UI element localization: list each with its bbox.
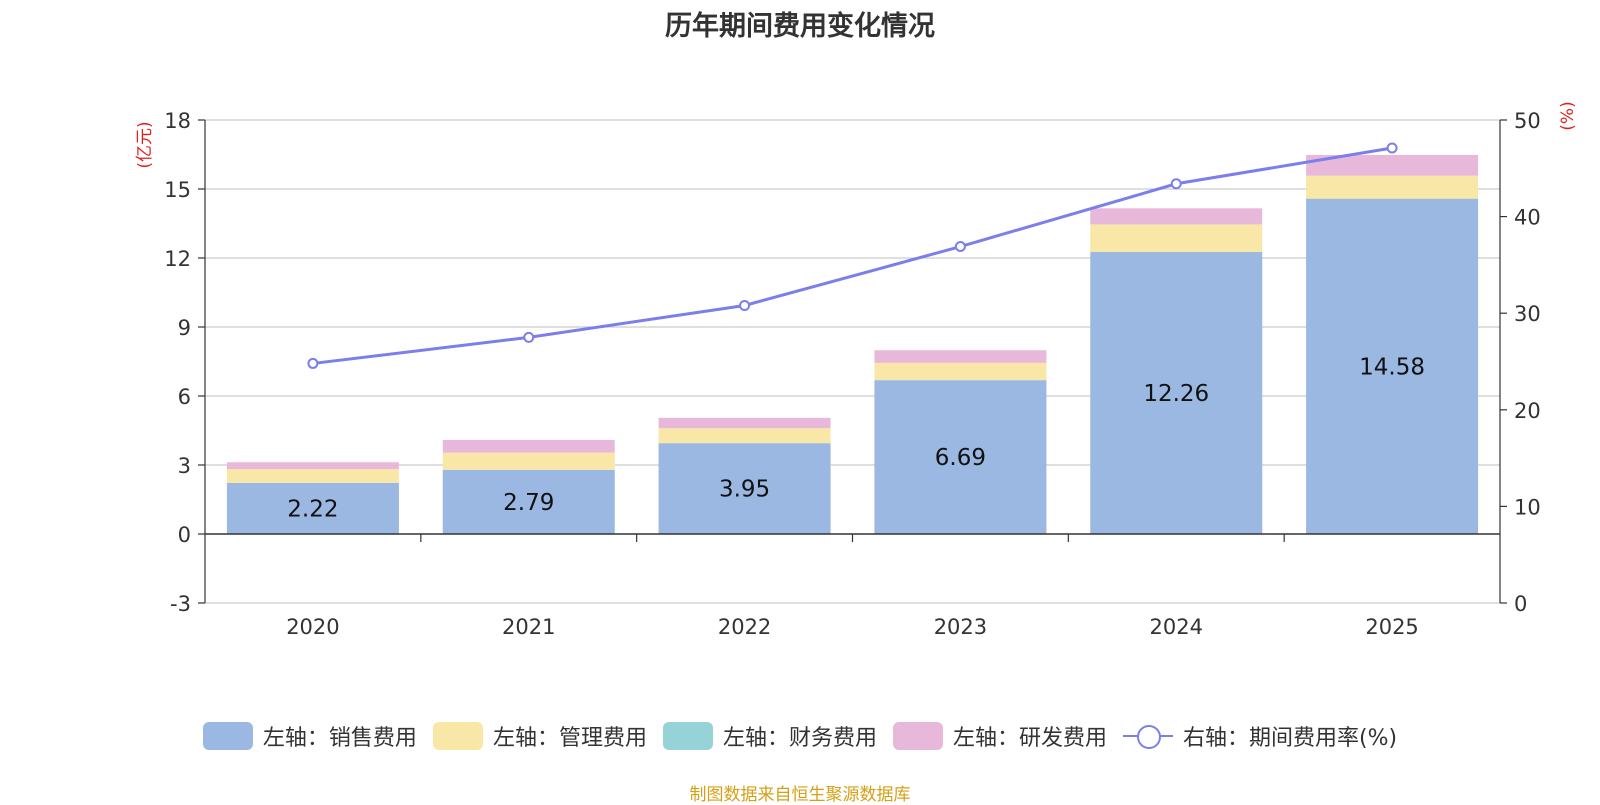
bar-2025-series-1	[1306, 175, 1479, 199]
bar-2024-series-3	[1090, 208, 1263, 225]
right-tick-label-10: 10	[1514, 495, 1541, 519]
bar-2020-series-3	[226, 462, 399, 470]
bar-2023-series-3	[874, 350, 1047, 363]
right-tick-label-40: 40	[1514, 206, 1541, 230]
left-tick-label--3: -3	[170, 592, 191, 616]
right-tick-label-0: 0	[1514, 592, 1527, 616]
left-axis-unit: (亿元)	[135, 121, 155, 168]
bar-2021-series-1	[442, 452, 615, 470]
right-tick-label-30: 30	[1514, 302, 1541, 326]
bar-2024-series-0	[1090, 252, 1263, 534]
source-note: 制图数据来自恒生聚源数据库	[689, 785, 911, 805]
bar-2025-series-0	[1306, 198, 1479, 534]
legend-item-rnd[interactable]: 左轴：研发费用	[892, 720, 1107, 752]
x-tick-label-2024: 2024	[1150, 615, 1203, 639]
legend-label-sales: 左轴：销售费用	[262, 726, 417, 751]
legend-swatch-rnd	[892, 722, 943, 750]
legend-label-admin: 左轴：管理费用	[492, 726, 647, 751]
legend-label-finance: 左轴：财务费用	[722, 726, 877, 751]
x-tick-label-2023: 2023	[934, 615, 987, 639]
left-tick-label-3: 3	[178, 454, 191, 478]
right-axis-unit: (%)	[1558, 101, 1578, 130]
legend-item-finance[interactable]: 左轴：财务费用	[662, 720, 877, 752]
legend-label-rnd: 左轴：研发费用	[952, 726, 1107, 751]
right-tick-label-20: 20	[1514, 399, 1541, 423]
x-tick-label-2021: 2021	[502, 615, 555, 639]
legend-item-sales[interactable]: 左轴：销售费用	[202, 720, 417, 752]
bars	[226, 154, 1479, 534]
left-tick-label-12: 12	[164, 247, 191, 271]
rate-point-2024	[1170, 178, 1182, 190]
gridlines	[205, 119, 1500, 604]
right-tick-label-50: 50	[1514, 109, 1541, 133]
rate-point-2020	[307, 357, 319, 369]
data-labels: 2.22 2.79 3.95 6.69 12.26 14.58	[287, 354, 1425, 522]
legend-swatch-rate	[1122, 722, 1173, 750]
left-tick-label-6: 6	[178, 385, 191, 409]
left-tick-label-0: 0	[178, 523, 191, 547]
bar-2020-series-1	[226, 469, 399, 483]
data-label-2023: 6.69	[935, 445, 986, 471]
bar-2025-series-3	[1306, 154, 1479, 176]
rate-point-2021	[523, 331, 535, 343]
left-tick-label-18: 18	[164, 109, 191, 133]
bar-2023-series-1	[874, 362, 1047, 381]
x-tick-label-2025: 2025	[1365, 615, 1418, 639]
chart-title: 历年期间费用变化情况	[665, 11, 935, 42]
bar-2022-series-1	[658, 428, 831, 444]
data-label-2020: 2.22	[287, 496, 338, 522]
legend-item-admin[interactable]: 左轴：管理费用	[432, 720, 647, 752]
data-label-2021: 2.79	[503, 490, 554, 516]
bar-2021-series-3	[442, 439, 615, 453]
axes: -3 0 3 6 9 12 15 18 0 10 20 30 40 50 2020 2021 2022 2023 2…	[164, 109, 1540, 639]
data-label-2024: 12.26	[1143, 381, 1209, 407]
bar-2024-series-1	[1090, 224, 1263, 253]
legend: 左轴：销售费用 左轴：管理费用 左轴：财务费用 左轴：研发费用 右轴：期间费用率…	[0, 720, 1600, 752]
legend-item-rate[interactable]: 右轴：期间费用率(%)	[1122, 720, 1398, 752]
legend-swatch-finance	[662, 722, 713, 750]
x-tick-label-2022: 2022	[718, 615, 771, 639]
rate-point-2023	[954, 241, 966, 253]
bar-2022-series-3	[658, 417, 831, 429]
legend-swatch-admin	[432, 722, 483, 750]
data-label-2025: 14.58	[1359, 354, 1425, 380]
x-tick-label-2020: 2020	[286, 615, 339, 639]
legend-swatch-sales	[202, 722, 253, 750]
rate-point-2022	[739, 299, 751, 311]
left-tick-label-15: 15	[164, 178, 191, 202]
bar-2020-series-0	[226, 482, 399, 534]
left-tick-label-9: 9	[178, 316, 191, 340]
bar-2022-series-0	[658, 443, 831, 534]
bar-2023-series-0	[874, 380, 1047, 534]
rate-line	[307, 142, 1398, 369]
rate-polyline	[312, 146, 1393, 365]
data-label-2022: 3.95	[719, 477, 770, 503]
rate-point-2025	[1386, 142, 1398, 154]
legend-label-rate: 右轴：期间费用率(%)	[1182, 726, 1398, 751]
bar-2021-series-0	[442, 469, 615, 534]
